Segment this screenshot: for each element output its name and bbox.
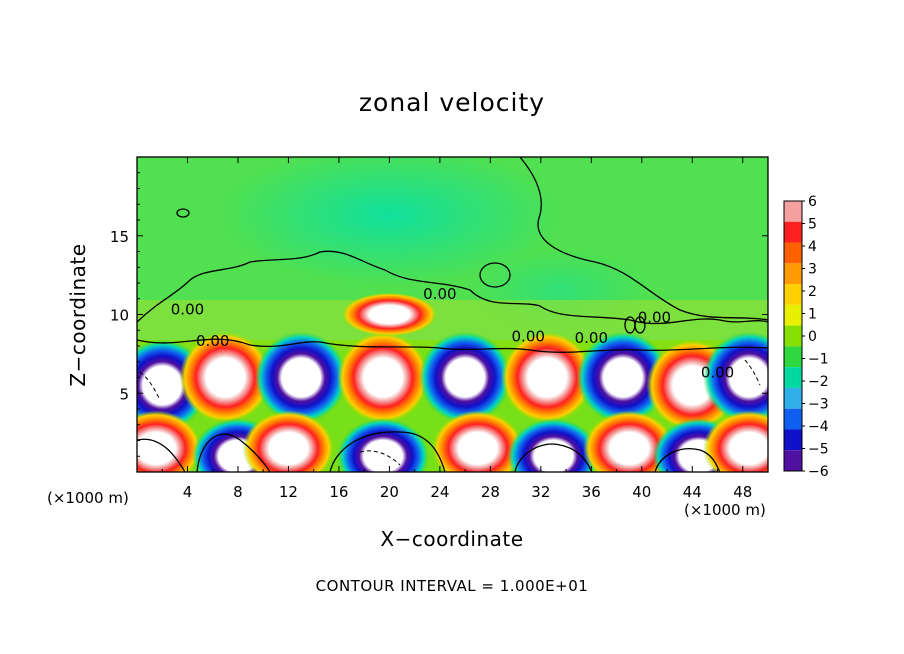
contour-label: 0.00 (423, 285, 456, 303)
colorbar-swatch (784, 346, 802, 368)
colorbar-swatch (784, 304, 802, 326)
y-axis: 5 10 15 (110, 172, 768, 457)
colorbar-swatch (784, 367, 802, 388)
colorbar-tick-label: 4 (808, 239, 817, 255)
contour-interval-note: CONTOUR INTERVAL = 1.000E+01 (315, 577, 589, 595)
negative-velocity-cell (703, 331, 768, 424)
colorbar-tick-label: 6 (808, 194, 817, 210)
x-unit-label-left: (×1000 m) (47, 489, 129, 507)
colorbar-tick-label: 2 (808, 284, 817, 300)
colorbar-tick-label: 3 (808, 262, 817, 278)
colorbar-tick-label: 1 (808, 307, 817, 323)
positive-velocity-cell (179, 331, 272, 424)
colorbar-swatch (784, 221, 802, 243)
positive-velocity-cell (137, 410, 202, 472)
contour-label: 0.00 (701, 364, 734, 382)
colorbar-tick-label: −5 (808, 442, 829, 458)
contour-label: 0.00 (638, 308, 671, 326)
colorbar-swatch (784, 242, 802, 264)
x-tick-label: 12 (279, 483, 298, 501)
colorbar-swatch (784, 263, 802, 285)
x-axis: 4 8 12 16 20 24 28 32 36 40 44 48 (161, 157, 752, 501)
colorbar-swatch (784, 450, 802, 471)
colorbar-swatch (784, 201, 802, 222)
colorbar-swatch (784, 429, 802, 451)
colorbar: 6 5 4 3 2 1 0 −1 −2 −3 −4 −5 −6 (783, 194, 829, 480)
x-tick-label: 24 (430, 483, 449, 501)
contour-labels: 0.00 0.00 0.00 0.00 0.00 0.00 0.00 (171, 285, 734, 382)
chart-title: zonal velocity (358, 88, 546, 117)
x-tick-label: 28 (481, 483, 500, 501)
x-tick-label: 40 (632, 483, 651, 501)
colorbar-tick-label: −3 (808, 397, 829, 413)
positive-velocity-cell (337, 331, 430, 424)
colorbar-swatch (784, 408, 802, 430)
contour-lines (137, 157, 768, 472)
colorbar-tick-label: 0 (808, 329, 817, 345)
x-tick-label: 32 (531, 483, 550, 501)
contour-label: 0.00 (575, 329, 608, 347)
colorbar-swatch (784, 325, 802, 347)
x-tick-label: 8 (233, 483, 243, 501)
colorbar-tick-label: −2 (808, 374, 829, 390)
y-tick-label: 5 (119, 385, 129, 403)
colorbar-swatch (784, 387, 802, 409)
x-tick-label: 16 (329, 483, 348, 501)
x-unit-label-right: (×1000 m) (684, 501, 766, 519)
positive-velocity-cell (703, 410, 768, 472)
heatmap-field (137, 157, 768, 472)
positive-velocity-cell (242, 410, 335, 472)
colorbar-tick-label: −1 (808, 352, 829, 368)
x-tick-label: 20 (380, 483, 399, 501)
colorbar-tick-label: −4 (808, 419, 829, 435)
negative-velocity-cell (255, 331, 348, 424)
contour-label: 0.00 (196, 332, 229, 350)
x-tick-label: 36 (582, 483, 601, 501)
x-tick-label: 44 (683, 483, 702, 501)
colorbar-swatch (784, 284, 802, 305)
y-tick-label: 10 (110, 307, 129, 325)
x-tick-label: 4 (183, 483, 193, 501)
negative-velocity-cell (507, 418, 600, 472)
contour-label: 0.00 (512, 327, 545, 345)
positive-velocity-cell (583, 410, 676, 472)
x-axis-label: X−coordinate (380, 527, 524, 551)
colorbar-tick-label: −6 (808, 464, 829, 480)
positive-velocity-cell (431, 410, 524, 472)
colorbar-tick-label: 5 (808, 217, 817, 233)
positive-velocity-cell (341, 292, 438, 337)
x-tick-label: 48 (733, 483, 752, 501)
contour-label: 0.00 (171, 301, 204, 319)
negative-velocity-cell (576, 331, 669, 424)
negative-velocity-cell (419, 331, 512, 424)
y-axis-label: Z−coordinate (66, 243, 90, 387)
positive-velocity-cell (501, 331, 594, 424)
y-tick-label: 15 (110, 228, 129, 246)
